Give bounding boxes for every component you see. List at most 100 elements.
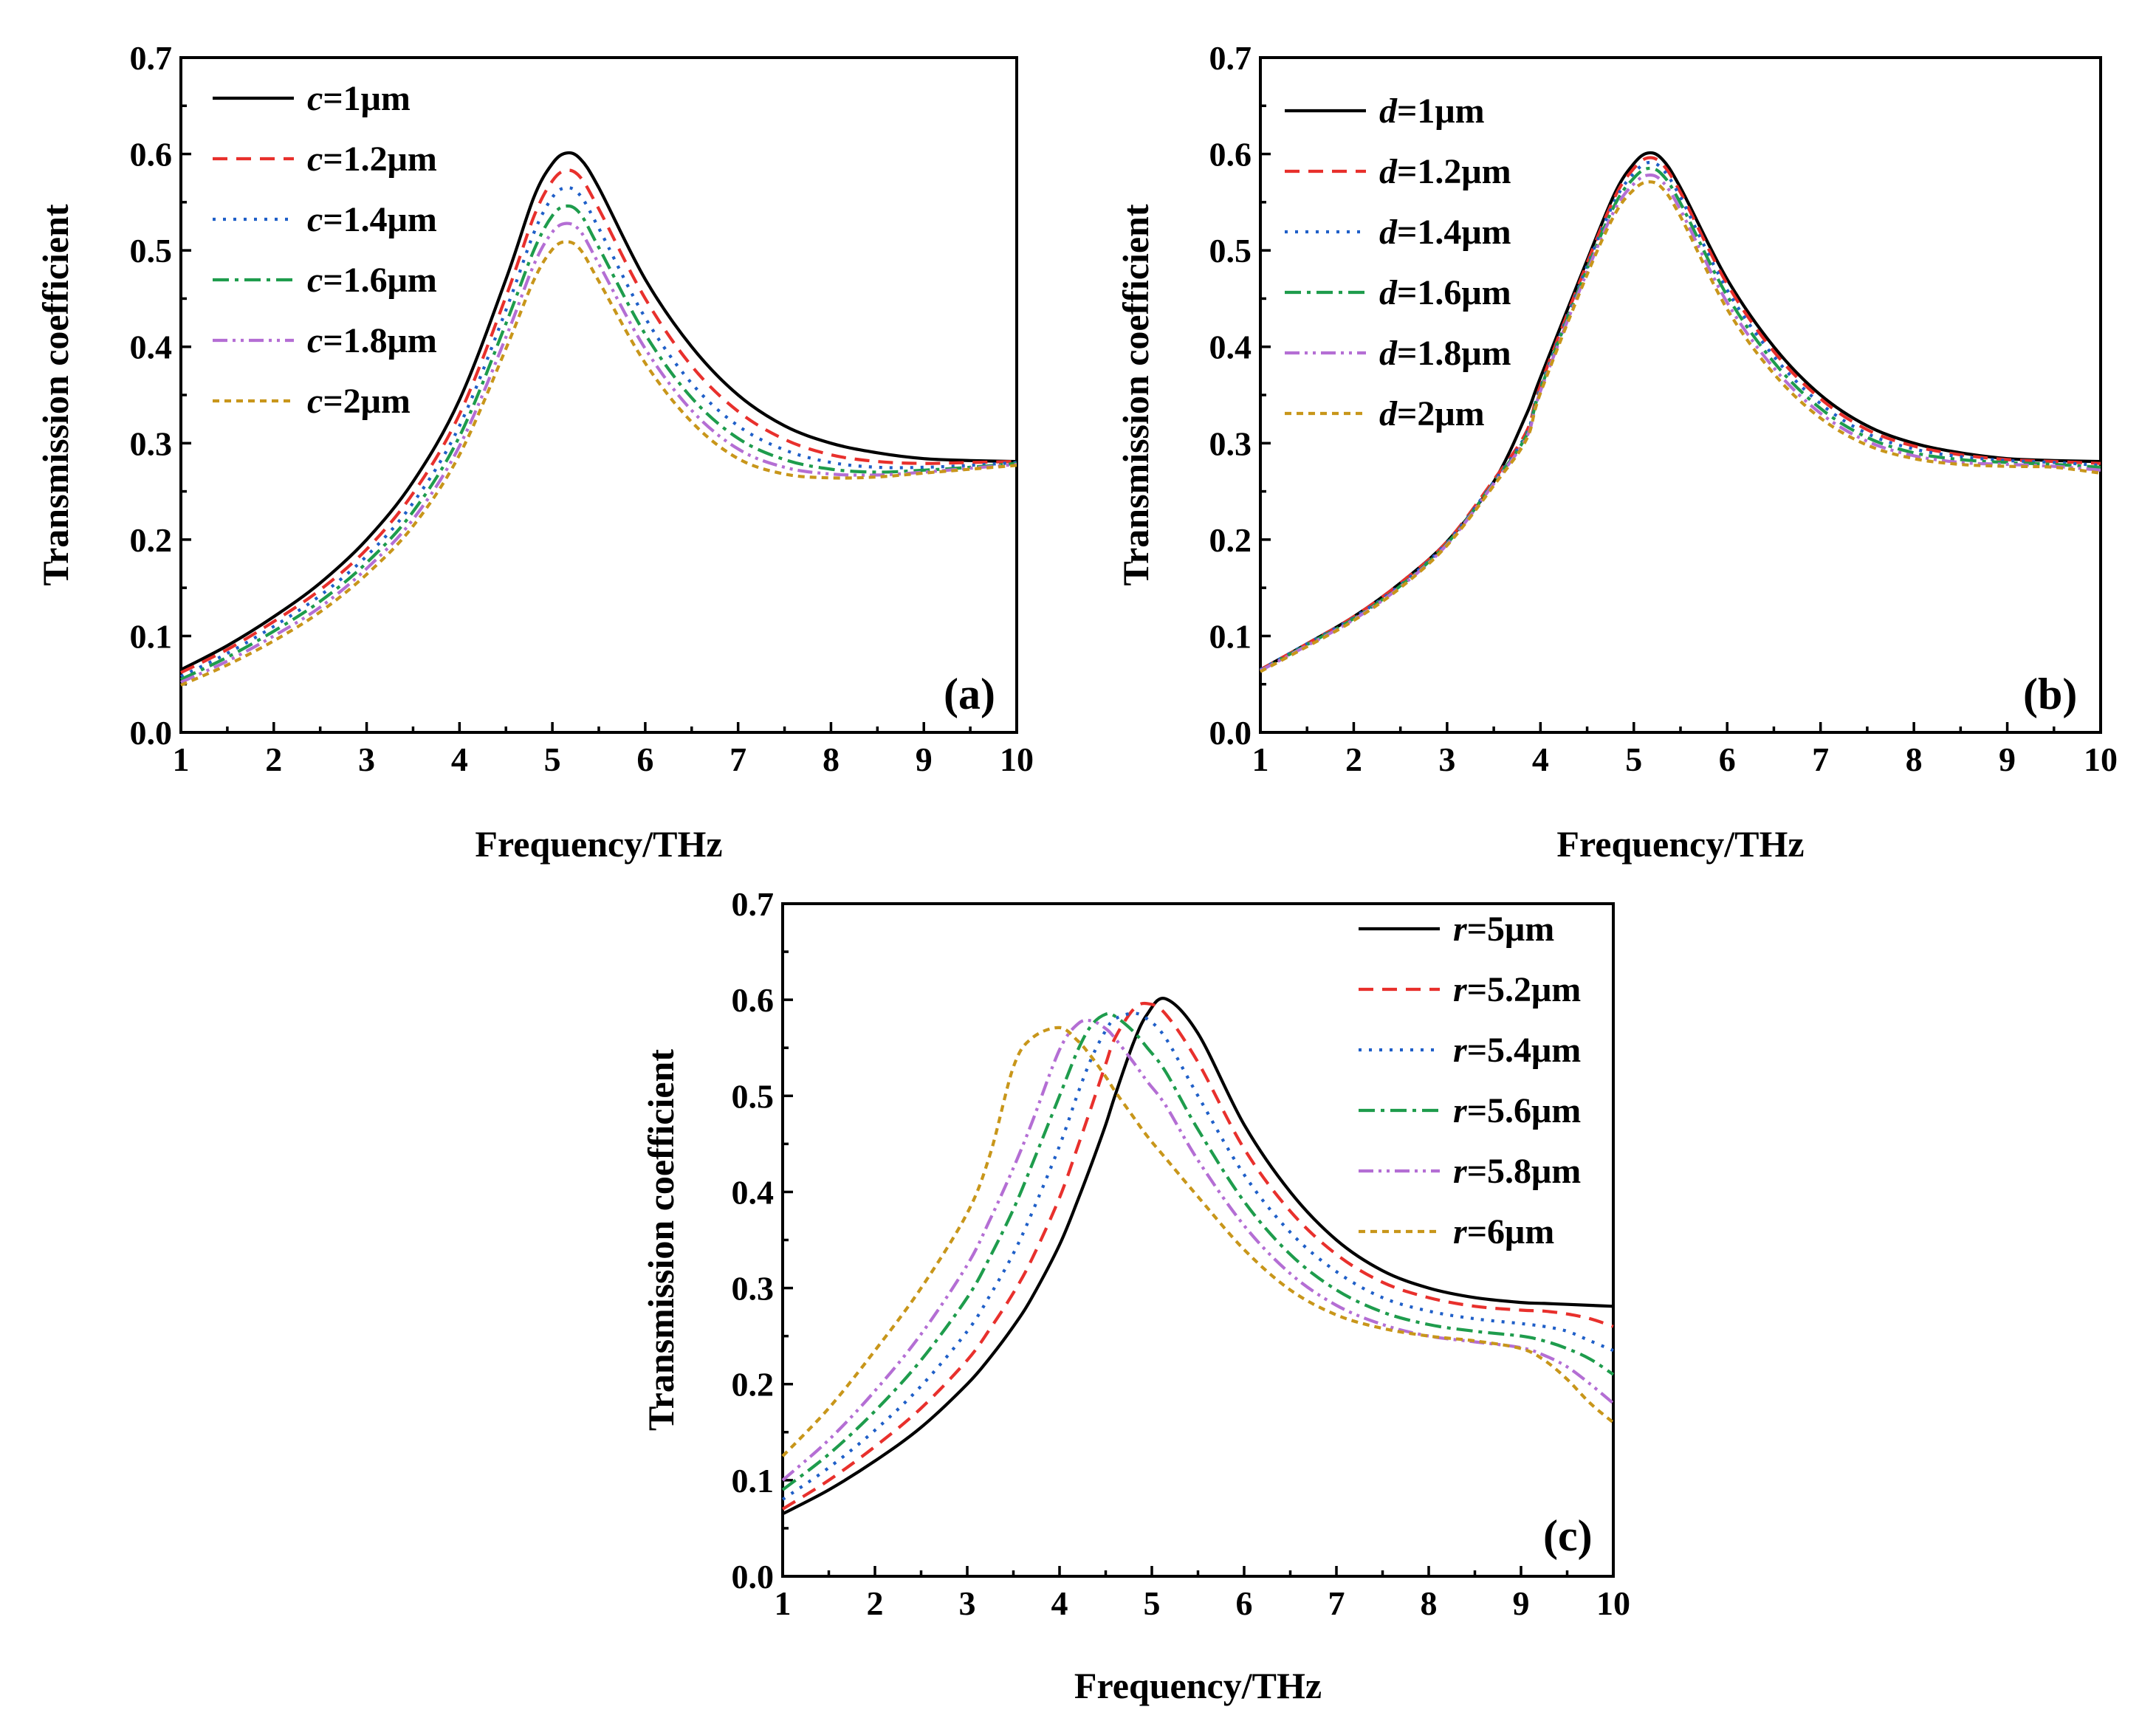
x-tick-label: 7 bbox=[1812, 741, 1829, 778]
legend-label: c=2μm bbox=[307, 382, 411, 421]
x-axis-title: Frequency/THz bbox=[1556, 823, 1804, 865]
panel-label: (b) bbox=[2023, 670, 2077, 718]
legend-variable: c bbox=[307, 261, 323, 300]
x-tick-label: 6 bbox=[636, 741, 653, 778]
y-tick-label: 0.1 bbox=[732, 1462, 775, 1500]
legend-variable: d bbox=[1379, 152, 1398, 191]
legend-label: c=1.4μm bbox=[307, 200, 437, 239]
x-tick-label: 1 bbox=[1252, 741, 1269, 778]
x-tick-label: 8 bbox=[1906, 741, 1923, 778]
legend-variable: r bbox=[1453, 1212, 1468, 1251]
y-tick-label: 0.6 bbox=[1209, 136, 1252, 174]
series-line-r-5 bbox=[781, 1018, 1615, 1482]
legend-value: =5.2μm bbox=[1467, 970, 1582, 1009]
chart-panel-b: 1 2 3 4 5 6 7 8 9 10 0.0 0.1 0.2 0.3 0.4 0.5 0.6 0.7 Frequ… bbox=[1115, 39, 2118, 865]
y-tick-label: 0.7 bbox=[130, 39, 173, 77]
series-line-d-2 bbox=[1259, 156, 2101, 671]
y-tick-label: 0.1 bbox=[130, 617, 173, 655]
legend-variable: c bbox=[307, 79, 323, 118]
x-tick-label: 1 bbox=[775, 1584, 792, 1622]
legend-value: =1.6μm bbox=[323, 261, 437, 300]
legend-value: =5μm bbox=[1467, 910, 1555, 949]
legend-variable: r bbox=[1453, 1031, 1468, 1070]
series-line-c-1 bbox=[180, 151, 1017, 671]
x-tick-label: 3 bbox=[1438, 741, 1455, 778]
x-tick-label: 9 bbox=[1999, 741, 2016, 778]
x-tick-label: 7 bbox=[729, 741, 746, 778]
legend-variable: d bbox=[1379, 394, 1398, 433]
legend-label: c=1.6μm bbox=[307, 261, 437, 300]
x-tick-label: 10 bbox=[1596, 1584, 1630, 1622]
y-axis-title: Transmission coefficient bbox=[640, 1049, 682, 1431]
y-tick-label: 0.2 bbox=[130, 521, 173, 559]
y-tick-label: 0.6 bbox=[732, 981, 775, 1019]
legend-value: =2μm bbox=[1397, 394, 1485, 433]
x-tick-label: 2 bbox=[867, 1584, 884, 1622]
y-tick-label: 0.0 bbox=[1209, 714, 1252, 752]
x-tick-label: 4 bbox=[1532, 741, 1549, 778]
x-tick-label: 10 bbox=[1000, 741, 1034, 778]
legend-label: r=6μm bbox=[1453, 1212, 1554, 1251]
legend-label: r=5μm bbox=[1453, 910, 1554, 949]
series-line-c-4 bbox=[180, 204, 1017, 681]
x-tick-label: 9 bbox=[916, 741, 933, 778]
legend-label: c=1μm bbox=[307, 79, 411, 118]
chart-panel-c: 1 2 3 4 5 6 7 8 9 10 0.0 0.1 0.2 0.3 0.4 0.5 0.6 0.7 Frequ… bbox=[640, 885, 1630, 1706]
legend-value: =1μm bbox=[1397, 92, 1485, 131]
x-tick-label: 7 bbox=[1328, 1584, 1345, 1622]
y-tick-label: 0.5 bbox=[1209, 232, 1252, 269]
y-axis-title: Transmission coefficient bbox=[1115, 204, 1156, 585]
legend-variable: r bbox=[1453, 910, 1468, 949]
legend-variable: c bbox=[307, 140, 323, 179]
x-tick-label: 4 bbox=[1051, 1584, 1068, 1622]
panel-label: (c) bbox=[1543, 1511, 1593, 1560]
legend-variable: c bbox=[307, 200, 323, 239]
y-tick-label: 0.3 bbox=[1209, 425, 1252, 462]
legend-value: =5.6μm bbox=[1467, 1091, 1582, 1130]
x-tick-label: 3 bbox=[959, 1584, 976, 1622]
x-axis-title: Frequency/THz bbox=[1074, 1665, 1322, 1706]
y-tick-label: 0.7 bbox=[732, 885, 775, 923]
y-tick-label: 0.7 bbox=[1209, 39, 1252, 77]
y-tick-label: 0.4 bbox=[130, 329, 173, 366]
legend-value: =1.6μm bbox=[1397, 273, 1511, 312]
legend-value: =1.4μm bbox=[1397, 213, 1511, 252]
series-line-c-5 bbox=[180, 221, 1017, 684]
x-tick-label: 2 bbox=[265, 741, 282, 778]
legend-label: d=1.6μm bbox=[1379, 273, 1511, 312]
series-line-r-2 bbox=[781, 1001, 1614, 1511]
x-tick-label: 5 bbox=[1625, 741, 1642, 778]
legend-variable: r bbox=[1453, 1152, 1468, 1191]
legend-label: c=1.2μm bbox=[307, 140, 437, 179]
y-tick-label: 0.6 bbox=[130, 136, 173, 174]
legend-label: r=5.4μm bbox=[1453, 1031, 1581, 1070]
y-tick-label: 0.3 bbox=[732, 1270, 775, 1308]
legend-value: =1.4μm bbox=[323, 200, 437, 239]
x-tick-label: 4 bbox=[451, 741, 468, 778]
panel-label: (a) bbox=[944, 670, 995, 718]
legend-value: =5.4μm bbox=[1467, 1031, 1582, 1070]
legend-variable: c bbox=[307, 382, 323, 421]
series-line-c-3 bbox=[180, 186, 1017, 679]
legend-label: d=2μm bbox=[1379, 394, 1485, 433]
legend-value: =1.2μm bbox=[323, 140, 437, 179]
x-tick-label: 8 bbox=[823, 741, 840, 778]
legend-value: =1.8μm bbox=[323, 321, 437, 360]
legend-variable: c bbox=[307, 321, 323, 360]
series-line-r-6 bbox=[781, 1026, 1615, 1457]
x-tick-label: 5 bbox=[1144, 1584, 1161, 1622]
x-tick-label: 6 bbox=[1719, 741, 1736, 778]
y-tick-label: 0.5 bbox=[732, 1077, 775, 1115]
plot-frame bbox=[179, 56, 1018, 734]
legend-value: =1.8μm bbox=[1397, 334, 1511, 373]
legend-variable: d bbox=[1379, 92, 1398, 131]
legend-variable: d bbox=[1379, 213, 1398, 252]
series-line-d-5 bbox=[1260, 174, 2101, 673]
x-tick-label: 1 bbox=[173, 741, 190, 778]
x-tick-label: 8 bbox=[1421, 1584, 1438, 1622]
y-tick-label: 0.5 bbox=[130, 232, 173, 269]
series-line-c-6 bbox=[180, 240, 1017, 687]
legend-label: c=1.8μm bbox=[307, 321, 437, 360]
